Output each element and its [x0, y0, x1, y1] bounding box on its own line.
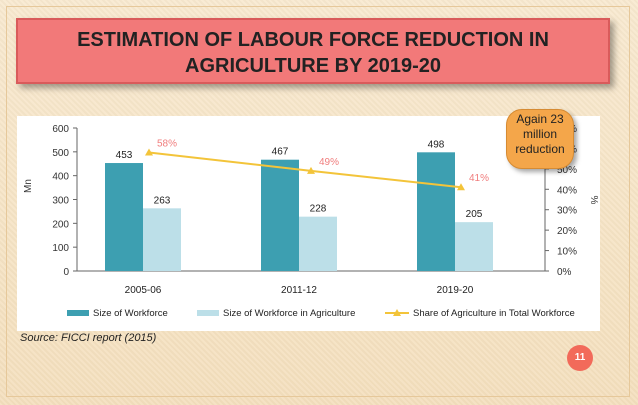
y-tick-label: 400: [52, 172, 69, 183]
bar-value-label: 205: [466, 209, 483, 220]
bar-value-label: 263: [154, 195, 171, 206]
y2-tick-label: 40%: [557, 185, 577, 196]
y-tick-label: 200: [52, 219, 69, 230]
share-line: [148, 151, 462, 189]
legend-marker-share: [393, 309, 401, 316]
bar-value-label: 467: [272, 147, 289, 158]
bar-workforce: [417, 152, 455, 271]
bar-agri-workforce: [455, 222, 493, 271]
share-point: [307, 166, 315, 174]
y-tick-label: 100: [52, 243, 69, 254]
bar-workforce: [105, 163, 143, 271]
y2-axis-title: %: [588, 196, 599, 205]
y-tick-label: 0: [63, 267, 69, 278]
bar-agri-workforce: [299, 216, 337, 271]
share-label: 58%: [157, 139, 177, 150]
y-tick-label: 300: [52, 196, 69, 207]
share-point: [145, 148, 153, 156]
bar-value-label: 498: [428, 139, 445, 150]
y2-tick-label: 20%: [557, 226, 577, 237]
y2-tick-label: 50%: [557, 165, 577, 176]
bar-workforce: [261, 159, 299, 271]
title-line-2: AGRICULTURE BY 2019-20: [185, 55, 441, 77]
legend-swatch-workforce: [67, 310, 89, 316]
legend-label-share: Share of Agriculture in Total Workforce: [413, 308, 575, 319]
x-tick-label: 2005-06: [125, 285, 162, 296]
x-tick-label: 2019-20: [437, 285, 474, 296]
y2-tick-label: 10%: [557, 247, 577, 258]
share-label: 41%: [469, 173, 489, 184]
x-tick-label: 2011-12: [281, 285, 317, 296]
y2-tick-label: 0%: [557, 267, 572, 278]
slide-frame: [6, 6, 630, 397]
legend-label-workforce: Size of Workforce: [93, 308, 168, 319]
title-line-1: ESTIMATION OF LABOUR FORCE REDUCTION IN: [77, 29, 549, 51]
share-label: 49%: [319, 157, 339, 168]
legend-label-agri: Size of Workforce in Agriculture: [223, 308, 355, 319]
legend-swatch-agri: [197, 310, 219, 316]
chart: 01002003004005006000%10%20%30%40%50%60%7…: [17, 116, 600, 331]
chart-svg: 01002003004005006000%10%20%30%40%50%60%7…: [23, 124, 599, 319]
y-axis-title: Mn: [23, 179, 34, 193]
bar-agri-workforce: [143, 208, 181, 271]
y-tick-label: 500: [52, 148, 69, 159]
y-tick-label: 600: [52, 124, 69, 135]
callout-line-3: reduction: [515, 142, 565, 156]
bar-value-label: 228: [310, 204, 327, 215]
y2-tick-label: 30%: [557, 206, 577, 217]
page-number: 11: [567, 345, 593, 371]
reduction-callout: Again 23 million reduction: [506, 109, 574, 169]
source-note: Source: FICCI report (2015): [20, 332, 157, 344]
callout-line-2: million: [522, 127, 557, 141]
callout-line-1: Again 23: [516, 112, 564, 126]
bar-value-label: 453: [116, 150, 133, 161]
share-point: [457, 183, 465, 191]
slide-title: ESTIMATION OF LABOUR FORCE REDUCTION IN …: [16, 18, 610, 84]
